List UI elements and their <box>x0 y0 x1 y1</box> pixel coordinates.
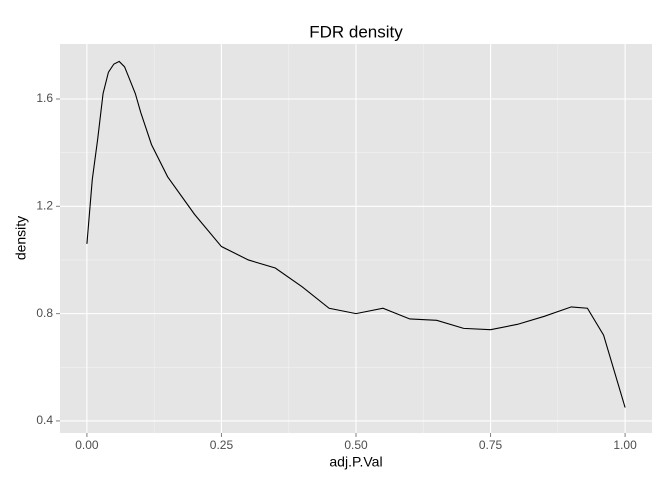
x-tick-label: 1.00 <box>613 438 637 452</box>
x-axis-label: adj.P.Val <box>329 454 382 470</box>
chart-title: FDR density <box>309 22 403 41</box>
y-axis-label: density <box>13 216 29 260</box>
y-tick-label: 1.2 <box>36 198 53 212</box>
x-tick-label: 0.00 <box>75 438 99 452</box>
x-tick-label: 0.50 <box>344 438 368 452</box>
x-tick-label: 0.75 <box>479 438 503 452</box>
y-tick-label: 1.6 <box>36 91 53 105</box>
y-tick-label: 0.4 <box>36 413 53 427</box>
x-tick-label: 0.25 <box>210 438 234 452</box>
y-tick-label: 0.8 <box>36 306 53 320</box>
density-line <box>86 60 626 408</box>
